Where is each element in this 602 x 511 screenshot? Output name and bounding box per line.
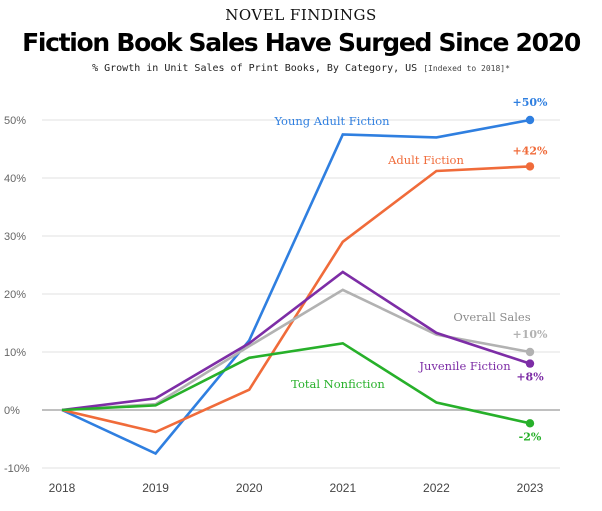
series-end-label: +50% bbox=[513, 96, 549, 109]
chart-kicker: NOVEL FINDINGS bbox=[225, 6, 377, 24]
chart-title: Fiction Book Sales Have Surged Since 202… bbox=[22, 28, 581, 57]
series-end-point bbox=[525, 115, 535, 125]
y-tick-label: 0% bbox=[4, 405, 20, 417]
series-line bbox=[61, 341, 531, 425]
series-name-label: Juvenile Fiction bbox=[418, 359, 511, 373]
series-name-label: Young Adult Fiction bbox=[273, 114, 390, 128]
series-end-label: +10% bbox=[513, 328, 549, 341]
x-tick-label: 2020 bbox=[236, 481, 263, 495]
series-end-label: +8% bbox=[516, 371, 544, 384]
chart-subtitle: % Growth in Unit Sales of Print Books, B… bbox=[0, 63, 602, 74]
series-end-label: -2% bbox=[519, 430, 542, 443]
series-end-point bbox=[525, 359, 535, 368]
series-end-point bbox=[525, 347, 535, 357]
subtitle-note: [Indexed to 2018]* bbox=[423, 64, 510, 73]
series-line bbox=[61, 270, 531, 412]
x-tick-label: 2023 bbox=[517, 481, 544, 495]
y-tick-label: -10% bbox=[4, 463, 30, 475]
y-tick-label: 10% bbox=[4, 347, 26, 359]
series-name-label: Adult Fiction bbox=[387, 153, 464, 167]
x-tick-label: 2019 bbox=[142, 481, 169, 495]
subtitle-text: % Growth in Unit Sales of Print Books, B… bbox=[92, 63, 418, 74]
y-tick-label: 20% bbox=[4, 289, 26, 301]
series-end-point bbox=[525, 419, 535, 428]
x-tick-label: 2021 bbox=[329, 481, 356, 495]
x-tick-label: 2022 bbox=[423, 481, 450, 495]
series-name-label: Total Nonfiction bbox=[291, 377, 385, 391]
series-name-label: Overall Sales bbox=[453, 310, 530, 324]
series-line bbox=[61, 165, 531, 434]
y-tick-label: 50% bbox=[4, 115, 26, 127]
series-end-point bbox=[525, 162, 535, 171]
y-tick-label: 30% bbox=[4, 231, 26, 243]
y-tick-label: 40% bbox=[4, 173, 26, 185]
x-tick-label: 2018 bbox=[49, 481, 76, 495]
series-end-label: +42% bbox=[513, 144, 549, 157]
series-line bbox=[61, 118, 531, 456]
